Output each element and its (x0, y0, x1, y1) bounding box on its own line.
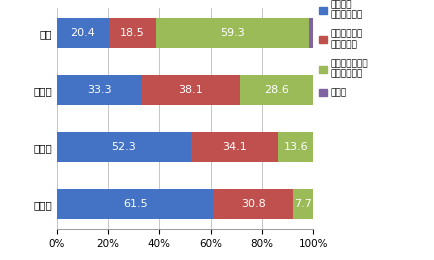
Bar (56, 189, 214, 219)
Bar (156, 18, 308, 48)
Text: 38.1: 38.1 (178, 85, 203, 95)
Text: 33.3: 33.3 (87, 85, 112, 95)
Bar (108, 18, 156, 48)
Text: 7.7: 7.7 (294, 199, 312, 209)
Text: 20.4: 20.4 (70, 28, 95, 38)
Text: 61.5: 61.5 (123, 199, 148, 209)
Bar (278, 132, 312, 162)
Legend: ある程度
理解している, 名前は聞いた
ことがある, 本調査で名前を
初めて知った, 無回答: ある程度 理解している, 名前は聞いた ことがある, 本調査で名前を 初めて知っ… (315, 0, 371, 101)
Bar (56, 132, 191, 162)
Text: 52.3: 52.3 (111, 142, 136, 152)
Bar (239, 75, 312, 105)
Text: 13.6: 13.6 (283, 142, 307, 152)
Bar (56, 18, 108, 48)
Text: 18.5: 18.5 (120, 28, 145, 38)
Bar (191, 132, 278, 162)
Bar (141, 75, 239, 105)
Text: 30.8: 30.8 (241, 199, 266, 209)
Bar (214, 189, 293, 219)
Bar (293, 189, 312, 219)
Bar (308, 18, 313, 48)
Text: 59.3: 59.3 (220, 28, 244, 38)
Text: 28.6: 28.6 (263, 85, 288, 95)
Text: 34.1: 34.1 (222, 142, 247, 152)
Bar (56, 75, 141, 105)
